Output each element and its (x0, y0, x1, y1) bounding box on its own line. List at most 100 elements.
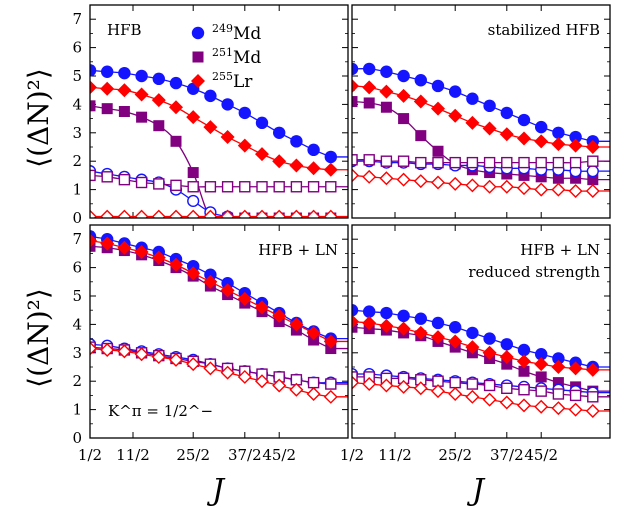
data-point (289, 382, 304, 397)
data-point (90, 341, 97, 356)
data-point (352, 168, 359, 183)
data-point (363, 154, 375, 166)
data-point (323, 389, 338, 404)
data-point (569, 156, 582, 169)
panel-frame (351, 4, 611, 219)
data-point (117, 240, 132, 255)
data-point (569, 130, 582, 144)
data-point (535, 385, 547, 397)
data-point (517, 113, 531, 127)
k-pi-label: K^π = 1/2^− (108, 402, 213, 420)
y-tick-label: 1 (72, 401, 82, 419)
data-point (483, 332, 496, 345)
data-point (255, 147, 269, 162)
data-point (586, 165, 599, 178)
y-axis-label-top: ⟨(ΔN)²⟩ (22, 68, 55, 168)
data-point (169, 257, 183, 272)
data-point (379, 171, 394, 186)
y-tick-label: 0 (72, 429, 82, 447)
data-point (517, 354, 531, 369)
data-point (90, 209, 97, 218)
data-point (448, 176, 463, 191)
panel-label: stabilized HFB (488, 21, 600, 39)
data-point (204, 268, 217, 281)
data-point (535, 120, 548, 134)
legend-marker (191, 74, 205, 88)
data-point (465, 115, 480, 130)
data-point (415, 156, 427, 169)
data-point (323, 162, 338, 177)
data-point (396, 379, 411, 394)
data-point (396, 172, 411, 187)
data-point (135, 69, 148, 83)
data-point (90, 240, 96, 252)
panel-frame (351, 224, 611, 439)
data-point (90, 80, 97, 95)
data-point (535, 371, 547, 383)
data-point (221, 98, 234, 111)
data-point (255, 300, 269, 315)
data-point (449, 376, 461, 389)
y-axis-label-bottom: ⟨(ΔN)²⟩ (22, 288, 55, 388)
data-point (552, 126, 565, 139)
data-point (413, 325, 428, 340)
data-point (431, 330, 445, 345)
data-point (482, 121, 497, 136)
data-point (255, 116, 269, 130)
data-point (90, 169, 96, 182)
data-point (551, 360, 566, 374)
data-point (237, 138, 252, 153)
data-point (151, 209, 166, 218)
data-point (465, 178, 480, 193)
data-point (448, 108, 463, 123)
data-point (239, 181, 251, 193)
data-point (397, 309, 410, 323)
data-point (585, 184, 600, 199)
data-point (363, 97, 375, 109)
data-point (255, 209, 269, 218)
data-point (448, 386, 463, 401)
legend-label: 255Lr (212, 70, 253, 92)
data-point (362, 80, 377, 95)
data-point (170, 179, 182, 192)
data-point (187, 167, 199, 179)
data-point (237, 209, 252, 218)
data-point (363, 62, 376, 76)
data-point (465, 389, 480, 404)
data-point (306, 209, 321, 218)
legend-label: 251Md (212, 46, 261, 68)
x-tick-label: 45/2 (524, 446, 558, 464)
y-tick-label: 3 (72, 124, 82, 142)
data-point (90, 100, 96, 112)
data-point (255, 374, 269, 389)
data-point (238, 106, 251, 120)
x-axis-label-right: J (466, 473, 486, 508)
data-point (448, 334, 463, 349)
data-point (289, 317, 304, 332)
data-point (517, 181, 531, 196)
data-point (552, 352, 565, 365)
data-point (362, 169, 377, 184)
data-point (352, 321, 358, 333)
legend-marker (192, 51, 204, 63)
data-point (152, 72, 165, 86)
data-point (449, 85, 462, 98)
data-point (534, 357, 549, 372)
data-point (551, 137, 566, 152)
data-point (535, 171, 547, 183)
data-point (362, 377, 377, 392)
data-point (289, 158, 304, 173)
data-point (552, 172, 564, 184)
data-point (151, 350, 166, 365)
data-point (135, 176, 148, 189)
panel-label: HFB + LN (520, 241, 600, 259)
data-point (534, 134, 549, 149)
x-tick-label: 11/2 (116, 446, 150, 464)
data-point (306, 325, 321, 340)
data-point (466, 92, 479, 105)
data-point (220, 130, 235, 145)
legend-marker (191, 26, 205, 40)
data-point (323, 209, 338, 218)
data-point (307, 181, 320, 193)
